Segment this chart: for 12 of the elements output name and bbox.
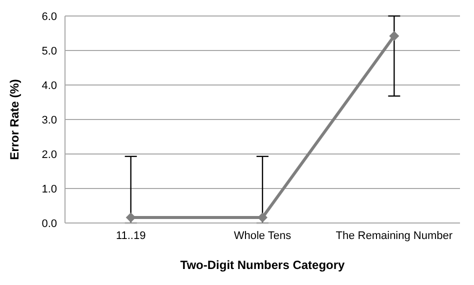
x-tick-label: Whole Tens: [234, 230, 292, 242]
y-tick-label: 6.0: [42, 10, 57, 23]
x-tick-label: 11..19: [116, 230, 146, 242]
y-tick-label: 5.0: [42, 45, 57, 58]
y-tick-label: 4.0: [42, 80, 57, 92]
y-axis-title: Error Rate (%): [7, 79, 22, 160]
y-tick-label: 3.0: [42, 114, 57, 126]
y-tick-label: 0.0: [42, 218, 57, 230]
y-tick-label: 1.0: [42, 183, 57, 196]
x-axis-title: Two-Digit Numbers Category: [180, 258, 346, 272]
y-tick-label: 2.0: [42, 148, 57, 161]
x-tick-label: The Remaining Number: [336, 230, 453, 242]
